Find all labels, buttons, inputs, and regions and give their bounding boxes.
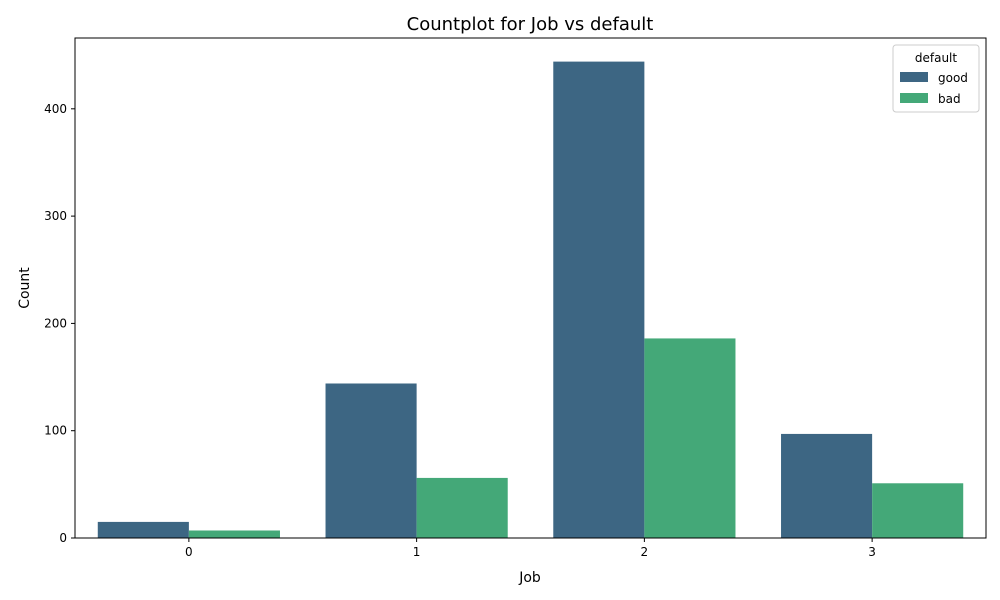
bars-group xyxy=(97,61,964,538)
y-tick-label: 100 xyxy=(44,424,67,438)
y-tick-label: 0 xyxy=(59,531,67,545)
y-tick-label: 400 xyxy=(44,102,67,116)
plot-area-frame xyxy=(74,37,987,539)
y-axis-title: Count xyxy=(17,267,33,309)
bar-good-job-1 xyxy=(325,383,417,538)
x-axis-ticks: 0 1 2 3 xyxy=(185,538,876,559)
legend-swatch-bad xyxy=(900,93,928,103)
legend-label-good: good xyxy=(938,71,968,85)
y-tick-label: 300 xyxy=(44,209,67,223)
bar-bad-job-3 xyxy=(872,483,964,538)
y-axis-ticks: 0 100 200 300 400 xyxy=(44,102,75,545)
x-tick-label: 3 xyxy=(868,545,876,559)
y-tick-label: 200 xyxy=(44,316,67,330)
legend: default good bad xyxy=(892,44,980,113)
bar-good-job-2 xyxy=(553,61,645,538)
bar-good-job-3 xyxy=(781,433,873,538)
bar-bad-job-2 xyxy=(644,338,736,538)
bar-bad-job-1 xyxy=(416,477,508,538)
x-axis-title: Job xyxy=(518,570,541,586)
legend-swatch-good xyxy=(900,72,928,82)
chart-title: Countplot for Job vs default xyxy=(407,14,654,35)
legend-title: default xyxy=(915,51,958,65)
legend-label-bad: bad xyxy=(938,92,961,106)
x-tick-label: 0 xyxy=(185,545,193,559)
x-tick-label: 1 xyxy=(413,545,421,559)
bar-good-job-0 xyxy=(97,521,189,538)
bar-bad-job-0 xyxy=(188,530,280,538)
x-tick-label: 2 xyxy=(641,545,649,559)
